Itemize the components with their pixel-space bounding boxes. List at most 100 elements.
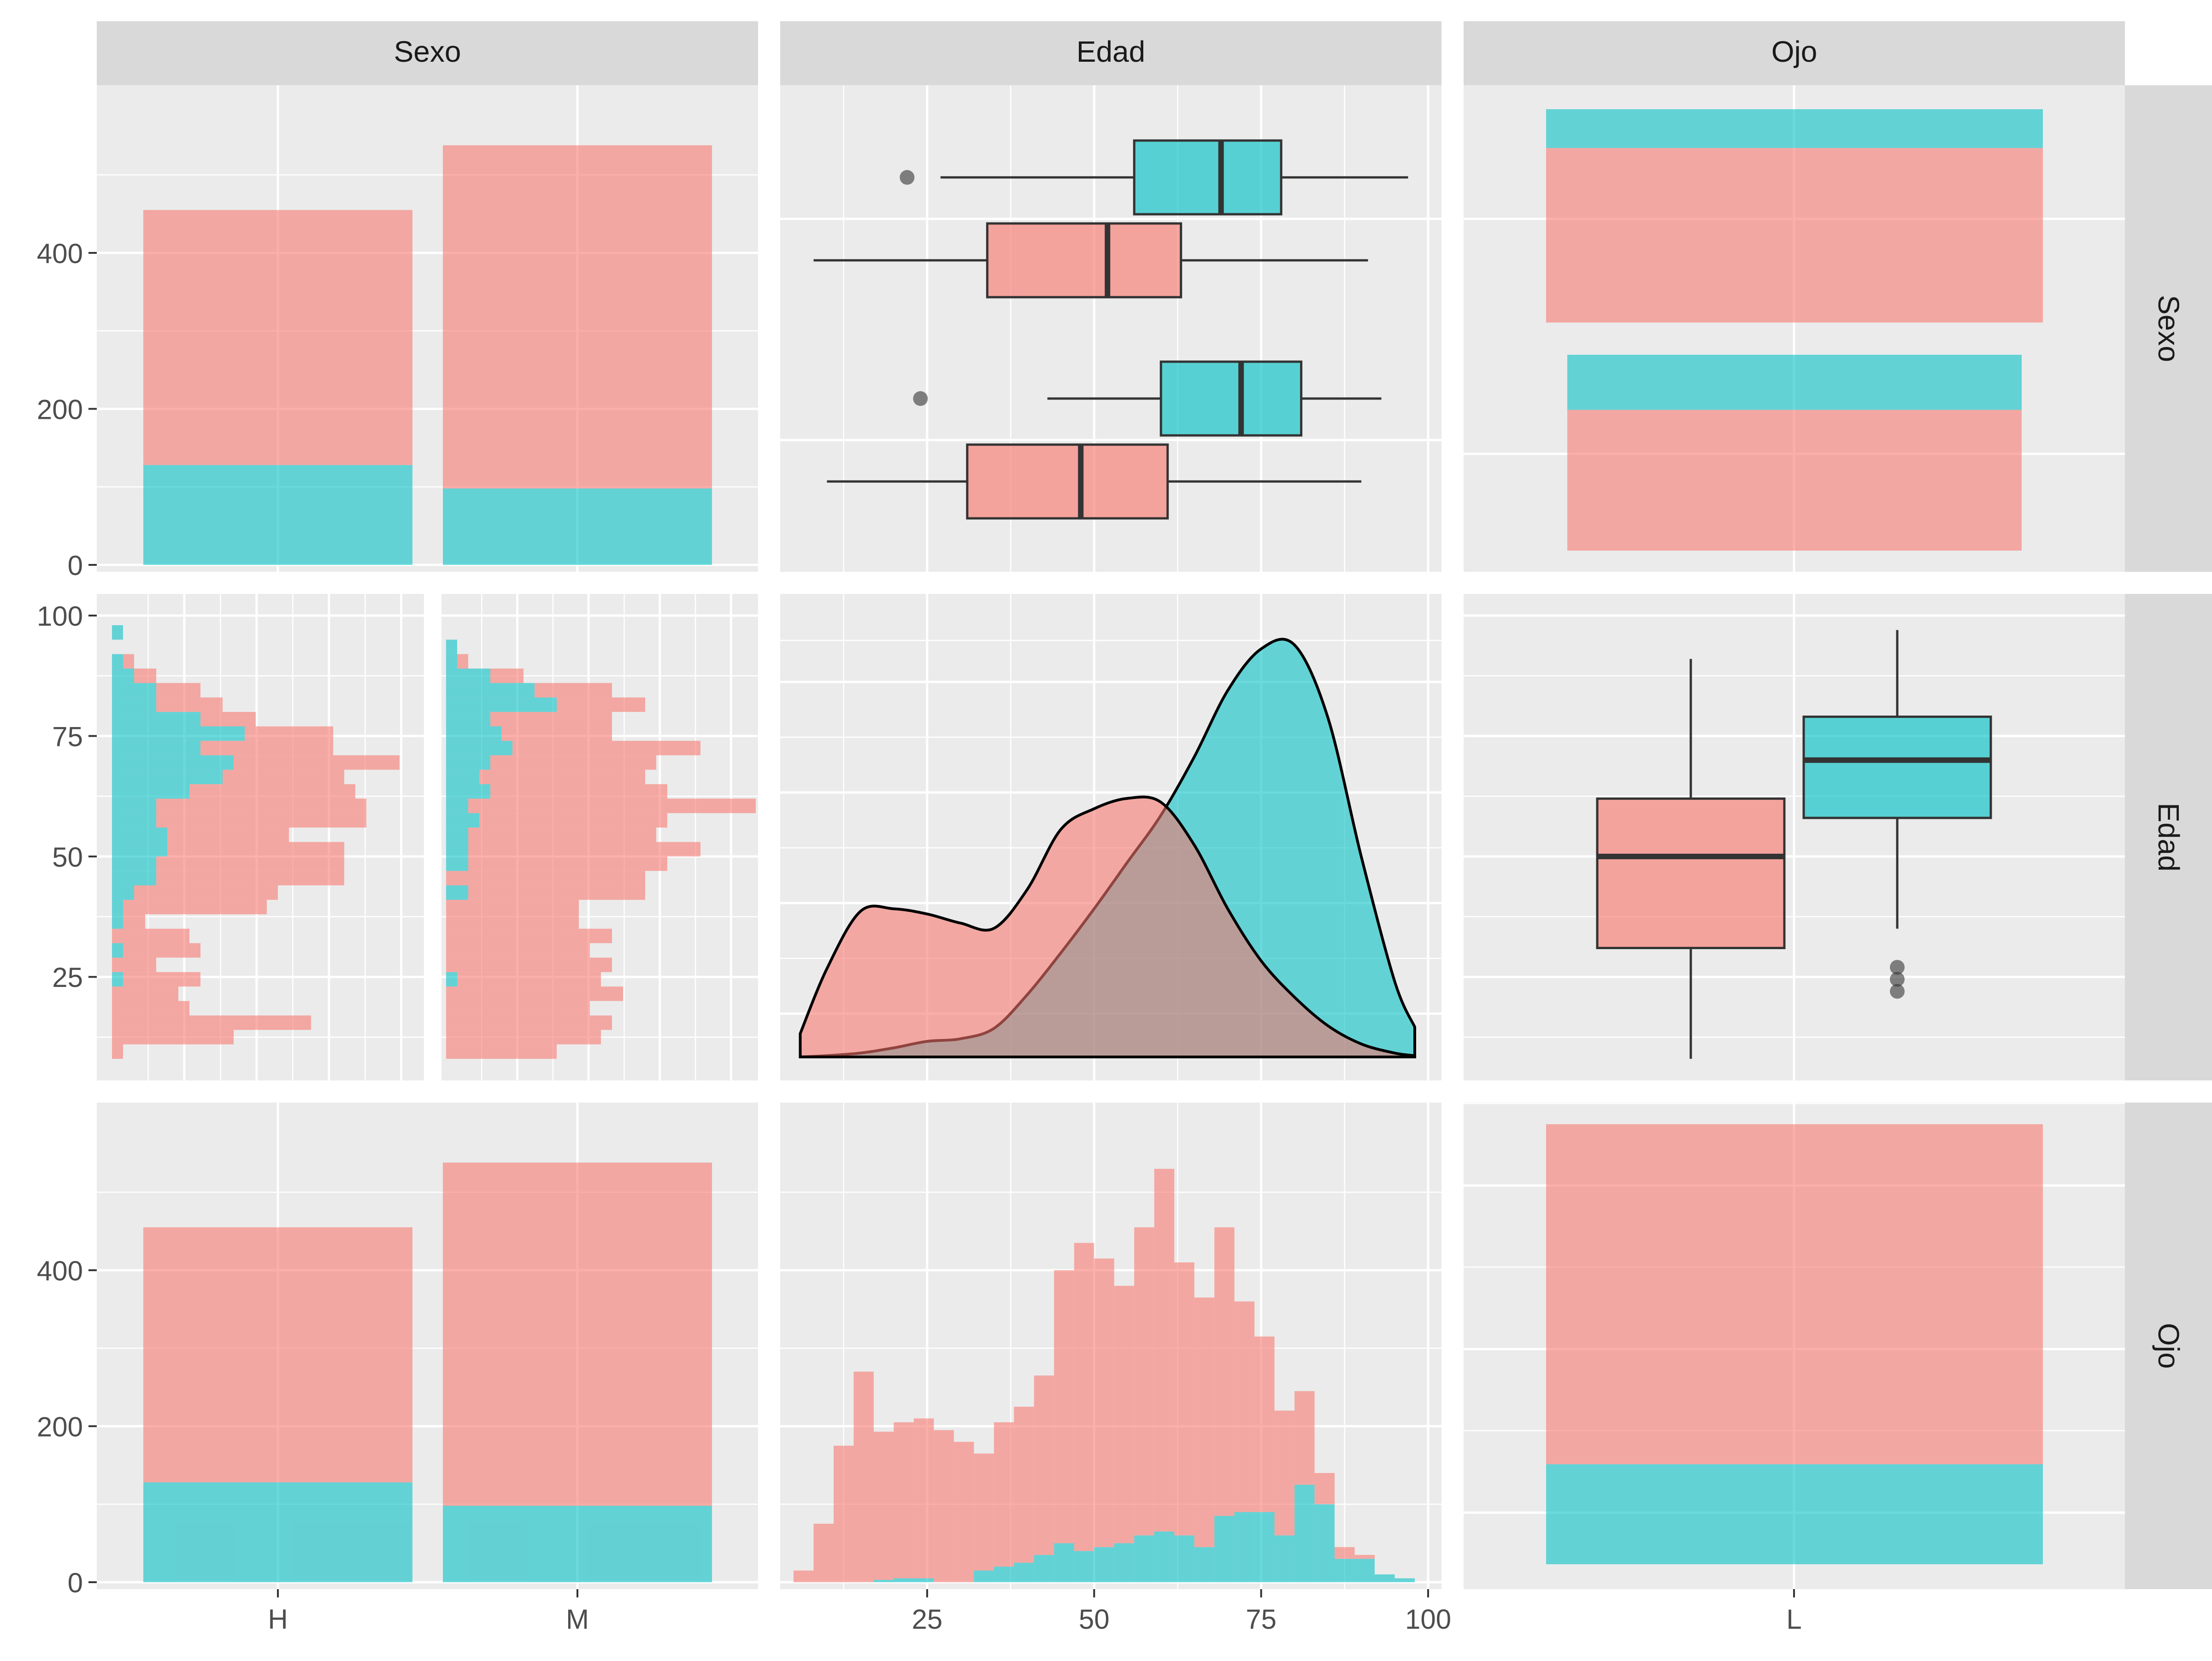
hist-teal: [1274, 1535, 1295, 1582]
hist-pink: [953, 1442, 974, 1582]
box-body-teal: [1802, 716, 1992, 819]
hist-h-pink: [446, 986, 623, 1001]
hist-h-pink: [123, 943, 200, 958]
hist-h-pink: [123, 654, 134, 669]
hist-h-pink: [112, 1001, 189, 1015]
x-tick-label: L: [1786, 1604, 1801, 1635]
hist-h-pink: [468, 798, 756, 813]
hist-h-pink: [123, 899, 267, 915]
hist-h-teal: [112, 972, 123, 987]
hist-h-teal: [446, 856, 468, 871]
hist-teal: [1154, 1531, 1175, 1582]
hist-h-teal: [112, 654, 123, 669]
hist-pink: [1174, 1262, 1194, 1536]
hist-h-pink: [245, 726, 333, 741]
y-tick-label: 400: [37, 1256, 83, 1286]
y-tick-label: 400: [37, 238, 83, 269]
hist-h-teal: [446, 669, 490, 683]
hbar-teal-H: [1567, 355, 2022, 410]
hist-h-teal: [112, 784, 189, 799]
bar-teal-H: [143, 1482, 412, 1582]
box-body-teal: [1133, 139, 1282, 216]
hist-pink: [934, 1430, 954, 1582]
hist-h-teal: [446, 842, 468, 857]
hist-teal: [1174, 1535, 1194, 1582]
hist-pink: [1154, 1168, 1175, 1532]
hist-pink: [1335, 1547, 1355, 1559]
hist-h-pink: [123, 972, 200, 987]
hist-teal: [1294, 1485, 1315, 1582]
hist-h-pink: [446, 1044, 557, 1059]
bar-pink-L: [1546, 1124, 2043, 1464]
hist-teal: [1394, 1578, 1415, 1582]
y-tick-label: 0: [68, 1567, 83, 1598]
hist-h-pink: [167, 842, 344, 857]
hist-h-teal: [446, 769, 479, 784]
hist-h-pink: [446, 1030, 601, 1045]
hist-h-teal: [112, 856, 156, 871]
hist-h-pink: [156, 683, 200, 698]
hist-teal: [1094, 1547, 1114, 1582]
hist-h-teal: [112, 813, 156, 828]
hist-h-teal: [112, 798, 156, 813]
hist-h-pink: [446, 1015, 612, 1030]
hist-pink: [833, 1445, 854, 1582]
strip-top-edad: [780, 21, 1441, 85]
strip-top-sexo: [97, 21, 758, 85]
hist-h-teal: [112, 697, 156, 712]
hist-h-teal: [446, 683, 535, 698]
box-body-pink: [1596, 797, 1786, 949]
hist-h-pink: [156, 871, 344, 886]
hist-h-teal: [112, 899, 123, 915]
hist-h-pink: [156, 697, 223, 712]
hist-h-pink: [112, 1030, 234, 1045]
hist-h-pink: [512, 740, 700, 756]
hist-h-pink: [557, 697, 645, 712]
hist-h-pink: [167, 828, 289, 842]
hist-h-pink: [446, 899, 579, 915]
hist-h-teal: [112, 885, 134, 900]
bar-pink-M: [443, 1162, 712, 1506]
hist-teal: [1054, 1543, 1074, 1582]
hist-h-pink: [446, 871, 645, 886]
bar-teal-L: [1546, 1464, 2043, 1564]
hist-h-teal: [446, 784, 490, 799]
strip-top-label: Edad: [1077, 35, 1145, 68]
strip-top-label: Sexo: [394, 35, 461, 68]
hist-pink: [1254, 1336, 1275, 1512]
hist-h-pink: [156, 856, 344, 871]
hist-pink: [1014, 1407, 1034, 1563]
hist-h-pink: [446, 928, 612, 944]
box-outlier: [913, 391, 928, 406]
hist-teal: [873, 1579, 894, 1582]
hist-pink: [1134, 1227, 1154, 1536]
hist-h-pink: [112, 1044, 123, 1059]
hist-h-pink: [156, 813, 366, 828]
hist-h-teal: [446, 640, 457, 654]
hist-teal: [1114, 1543, 1135, 1582]
hbar-pink-M: [1546, 148, 2043, 323]
hist-h-pink: [156, 798, 366, 813]
hist-h-teal: [112, 914, 123, 929]
hist-pink: [1234, 1301, 1255, 1512]
hist-h-pink: [123, 914, 145, 929]
hist-h-teal: [112, 943, 123, 958]
hist-pink: [1034, 1375, 1054, 1555]
box-outlier: [1890, 984, 1905, 999]
hist-h-pink: [446, 1001, 590, 1015]
strip-right-edad: [2125, 594, 2212, 1080]
x-tick-label: M: [566, 1604, 589, 1635]
hist-h-pink: [468, 856, 667, 871]
hist-h-teal: [446, 972, 457, 987]
hist-h-teal: [112, 828, 167, 842]
hist-teal: [1234, 1512, 1255, 1582]
hist-h-teal: [446, 654, 457, 669]
y-tick-label: 0: [68, 550, 83, 581]
hist-teal: [1335, 1559, 1355, 1582]
box-outlier: [1890, 972, 1905, 987]
hist-teal: [1354, 1559, 1375, 1582]
hist-pink: [994, 1422, 1014, 1567]
hist-pink: [1214, 1227, 1235, 1516]
hist-h-pink: [112, 928, 189, 944]
